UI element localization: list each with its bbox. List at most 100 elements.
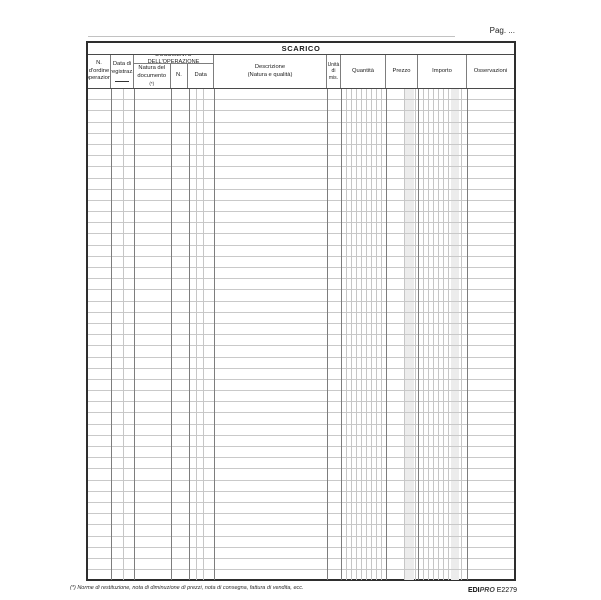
table-row (88, 548, 514, 559)
table-row (88, 234, 514, 246)
col-header-osservazioni: Osservazioni (467, 55, 514, 88)
digit-tick-line (438, 89, 439, 580)
column-line (327, 89, 328, 580)
digit-tick-line (443, 89, 444, 580)
col-header-descrizione: Descrizione (Natura e qualità) (214, 55, 327, 88)
date-tick-line (196, 89, 197, 580)
column-line (386, 89, 387, 580)
grid-rows (88, 89, 514, 580)
table-row (88, 391, 514, 403)
header-rule (88, 36, 455, 37)
footnote-marker: (*) (149, 81, 155, 87)
col-header-data-registrazione-label: Data di registraz. (111, 60, 134, 75)
table-row (88, 503, 514, 515)
col-group-documento: DOCUMENTO DELL'OPERAZIONE Natura del doc… (134, 55, 214, 88)
table-header-row: N. d'ordine operazioni Data di registraz… (88, 55, 514, 89)
column-line (171, 89, 172, 580)
table-row (88, 514, 514, 526)
col-header-unita-misura: Unità di mis. (327, 55, 341, 88)
table-row (88, 257, 514, 268)
documento-subcolumns: Natura del documento (*) N. Data (134, 64, 213, 88)
col-header-ordine: N. d'ordine operazioni (88, 55, 111, 88)
col-header-data: Data (188, 64, 213, 88)
table-row (88, 223, 514, 235)
form-code: E2279 (496, 587, 517, 594)
col-header-quantita-label: Quantità (352, 67, 374, 74)
table-row (88, 380, 514, 392)
table-row (88, 145, 514, 157)
col-header-ordine-label: N. d'ordine operazioni (88, 60, 111, 82)
digit-tick-line (433, 89, 434, 580)
table-row (88, 279, 514, 291)
col-header-osservazioni-label: Osservazioni (473, 67, 508, 74)
table-title: SCARICO (88, 43, 514, 55)
table-row (88, 100, 514, 112)
table-row (88, 179, 514, 190)
digit-tick-line (356, 89, 357, 580)
col-header-numero-label: N. (176, 72, 182, 79)
digit-tick-line (461, 89, 462, 580)
table-row (88, 89, 514, 101)
table-row (88, 324, 514, 336)
table-row (88, 447, 514, 459)
digit-tick-line (428, 89, 429, 580)
table-row (88, 290, 514, 302)
table-row (88, 201, 514, 213)
date-tick-line (203, 89, 204, 580)
col-header-importo: Importo (418, 55, 467, 88)
footnote: (*) Norme di restituzione, nota di dimin… (70, 585, 304, 591)
digit-tick-line (366, 89, 367, 580)
column-line (134, 89, 135, 580)
table-row (88, 492, 514, 503)
col-header-prezzo: Prezzo (386, 55, 418, 88)
digit-tick-line (423, 89, 424, 580)
column-line (189, 89, 190, 580)
table-row (88, 212, 514, 224)
table-row (88, 537, 514, 548)
scarico-table: SCARICO N. d'ordine operazioni Data di r… (86, 41, 516, 581)
table-row (88, 458, 514, 470)
publisher-logo-pro: PRO (479, 587, 495, 594)
table-row (88, 570, 514, 580)
table-row (88, 134, 514, 145)
column-line (467, 89, 468, 580)
table-row (88, 413, 514, 425)
table-row (88, 167, 514, 179)
col-header-descrizione-line1: Descrizione (254, 63, 286, 70)
publisher-logo: EDIPRO E2279 (468, 587, 517, 594)
table-row (88, 111, 514, 123)
col-header-natura-documento: Natura del documento (*) (134, 64, 171, 88)
table-row (88, 481, 514, 492)
table-row (88, 302, 514, 313)
table-row (88, 123, 514, 134)
column-line (418, 89, 419, 580)
table-row (88, 156, 514, 168)
table-row (88, 358, 514, 369)
table-row (88, 335, 514, 347)
col-header-prezzo-label: Prezzo (392, 67, 411, 74)
publisher-logo-edi: EDI (467, 587, 480, 594)
table-row (88, 369, 514, 380)
page-number-label: Pag. ... (489, 26, 515, 35)
col-header-data-registrazione: Data di registraz. (111, 55, 134, 88)
col-header-importo-label: Importo (432, 67, 452, 74)
digit-tick-line (371, 89, 372, 580)
digit-tick-line (381, 89, 382, 580)
column-line (341, 89, 342, 580)
table-row (88, 190, 514, 201)
col-header-numero: N. (171, 64, 189, 88)
col-header-unita-label: Unità di mis. (327, 61, 340, 81)
col-group-documento-label: DOCUMENTO DELL'OPERAZIONE (134, 55, 213, 65)
date-tick-line (123, 89, 124, 580)
table-row (88, 346, 514, 358)
col-header-data-label: Data (194, 72, 207, 79)
table-row (88, 525, 514, 537)
table-row (88, 402, 514, 414)
digit-tick-line (376, 89, 377, 580)
digit-tick-line (448, 89, 449, 580)
col-header-quantita: Quantità (341, 55, 386, 88)
digit-tick-line (415, 89, 416, 580)
table-row (88, 425, 514, 436)
fill-in-line (115, 77, 129, 83)
